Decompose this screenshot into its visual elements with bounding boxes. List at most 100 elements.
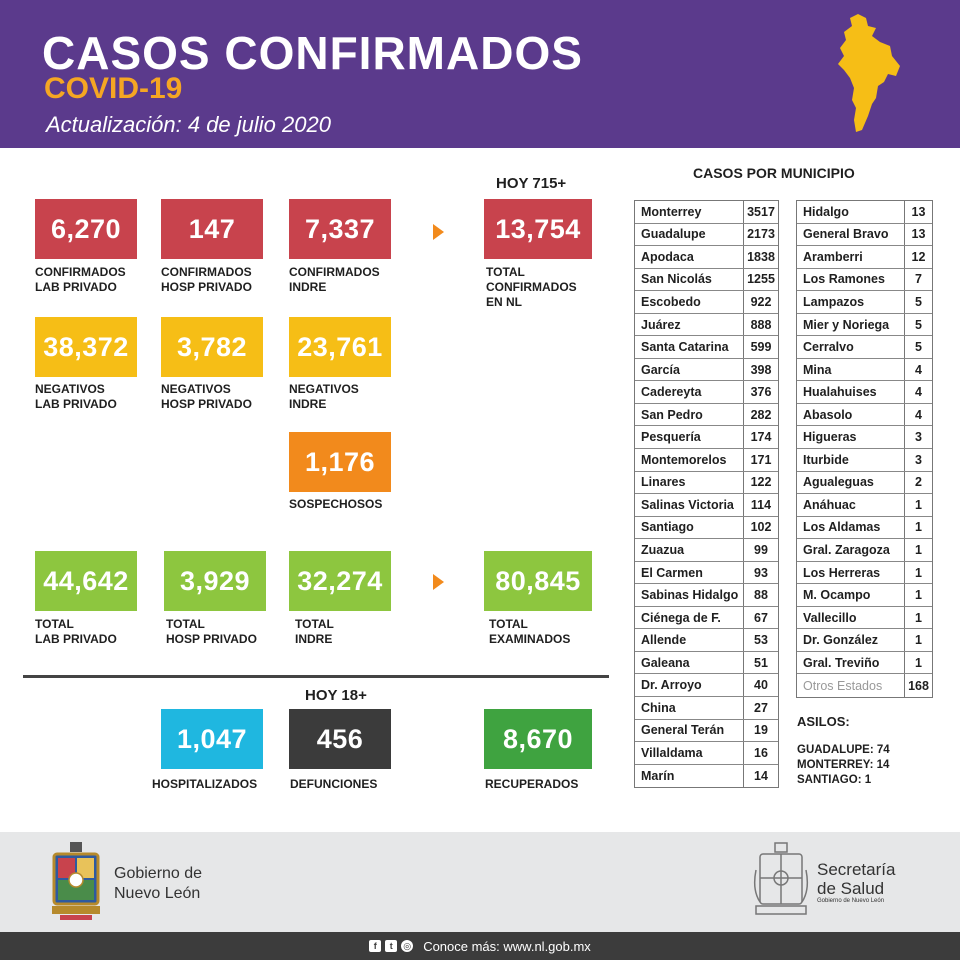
municipios-title: CASOS POR MUNICIPIO xyxy=(693,165,855,181)
municipios-table-2: Hidalgo 13 General Bravo 13 Aramberri 12 Lo… xyxy=(796,200,933,699)
hoy-defunciones: HOY 18+ xyxy=(305,687,367,704)
table-row: Gral. Treviño 1 xyxy=(797,651,932,675)
confirmados-lab-label: CONFIRMADOS LAB PRIVADO xyxy=(35,265,126,294)
sospechosos-box: 1,176 xyxy=(289,432,391,492)
confirmados-hosp-label: CONFIRMADOS HOSP PRIVADO xyxy=(161,265,252,294)
table-row: Ciénega de F. 67 xyxy=(635,606,778,630)
table-row: Cerralvo 5 xyxy=(797,336,932,359)
footer-bar: f t ◎ Conoce más: www.nl.gob.mx xyxy=(0,932,960,960)
nuevo-leon-map-icon xyxy=(838,14,900,132)
table-row: Monterrey 3517 xyxy=(635,201,778,224)
hoy-confirmados: HOY 715+ xyxy=(496,175,567,192)
hospitalizados-label: HOSPITALIZADOS xyxy=(152,777,258,791)
total-indre-box: 32,274 xyxy=(289,551,391,611)
table-row: General Bravo 13 xyxy=(797,223,932,247)
recuperados-label: RECUPERADOS xyxy=(485,777,579,791)
confirmados-indre-label: CONFIRMADOS INDRE xyxy=(289,265,380,294)
table-row: Santiago 102 xyxy=(635,516,778,540)
defunciones-box: 456 xyxy=(289,709,391,769)
instagram-icon[interactable]: ◎ xyxy=(401,940,414,952)
negativos-lab-label: NEGATIVOS LAB PRIVADO xyxy=(35,382,117,411)
table-row: Cadereyta 376 xyxy=(635,381,778,404)
website-link[interactable]: Conoce más: www.nl.gob.mx xyxy=(423,938,591,954)
negativos-hosp-label: NEGATIVOS HOSP PRIVADO xyxy=(161,382,252,411)
total-confirmados-box: 13,754 xyxy=(484,199,592,259)
total-indre-label: TOTAL INDRE xyxy=(295,617,334,646)
sospechosos-label: SOSPECHOSOS xyxy=(289,497,383,511)
asilo-line: GUADALUPE: 74 xyxy=(797,744,890,756)
hospitalizados-box: 1,047 xyxy=(161,709,263,769)
table-row: Salinas Victoria 114 xyxy=(635,494,778,517)
table-row: Higueras 3 xyxy=(797,426,932,450)
municipios-table-1: Monterrey 3517 Guadalupe 2173 Apodaca 1838 … xyxy=(634,200,779,789)
table-row: Los Aldamas 1 xyxy=(797,516,932,540)
twitter-icon[interactable]: t xyxy=(385,940,398,952)
table-row: Sabinas Hidalgo 88 xyxy=(635,584,778,607)
table-row: Linares 122 xyxy=(635,471,778,495)
secretaria-subtext: Gobierno de Nuevo León xyxy=(817,898,885,904)
total-confirmados-label: TOTAL CONFIRMADOS EN NL xyxy=(486,265,577,309)
table-row: General Terán 19 xyxy=(635,719,778,743)
total-hosp-label: TOTAL HOSP PRIVADO xyxy=(166,617,257,646)
page-subtitle: COVID-19 xyxy=(44,72,183,105)
table-row: Hidalgo 13 xyxy=(797,201,932,224)
asilo-line: SANTIAGO: 1 xyxy=(797,774,872,786)
table-row: Juárez 888 xyxy=(635,313,778,337)
asilos-title: ASILOS: xyxy=(797,714,850,729)
table-row: China 27 xyxy=(635,697,778,720)
table-row: Los Ramones 7 xyxy=(797,268,932,292)
defunciones-label: DEFUNCIONES xyxy=(290,777,378,791)
negativos-indre-label: NEGATIVOS INDRE xyxy=(289,382,359,411)
total-examinados-box: 80,845 xyxy=(484,551,592,611)
confirmados-hosp-box: 147 xyxy=(161,199,263,259)
asilo-line: MONTERREY: 14 xyxy=(797,759,890,771)
table-row: Marín 14 xyxy=(635,764,778,788)
table-row: Pesquería 174 xyxy=(635,426,778,450)
table-row: Otros Estados 168 xyxy=(797,674,932,698)
table-row: El Carmen 93 xyxy=(635,561,778,585)
table-row: Agualeguas 2 xyxy=(797,471,932,495)
table-row: M. Ocampo 1 xyxy=(797,584,932,607)
table-row: Anáhuac 1 xyxy=(797,494,932,517)
table-row: Montemorelos 171 xyxy=(635,449,778,472)
arrow-right-icon xyxy=(433,224,444,240)
table-row: Lampazos 5 xyxy=(797,291,932,314)
table-row: San Pedro 282 xyxy=(635,403,778,427)
table-row: Abasolo 4 xyxy=(797,403,932,427)
table-row: Apodaca 1838 xyxy=(635,246,778,269)
negativos-indre-box: 23,761 xyxy=(289,317,391,377)
total-examinados-label: TOTAL EXAMINADOS xyxy=(489,617,571,646)
table-row: Escobedo 922 xyxy=(635,291,778,314)
header-banner: CASOS CONFIRMADOS COVID-19 Actualización… xyxy=(0,0,960,148)
table-row: Los Herreras 1 xyxy=(797,561,932,585)
update-date: Actualización: 4 de julio 2020 xyxy=(46,112,331,137)
total-lab-label: TOTAL LAB PRIVADO xyxy=(35,617,117,646)
page-title: CASOS CONFIRMADOS xyxy=(42,27,583,79)
table-row: Vallecillo 1 xyxy=(797,606,932,630)
coat-of-arms-icon xyxy=(52,842,100,920)
table-row: Gral. Zaragoza 1 xyxy=(797,539,932,562)
table-row: Dr. Arroyo 40 xyxy=(635,674,778,698)
confirmados-lab-box: 6,270 xyxy=(35,199,137,259)
table-row: Allende 53 xyxy=(635,629,778,652)
table-row: Aramberri 12 xyxy=(797,246,932,269)
facebook-icon[interactable]: f xyxy=(369,940,382,952)
gobierno-logo-text: Gobierno de Nuevo León xyxy=(114,865,203,902)
secretaria-logo-text: Secretaría de Salud xyxy=(817,860,896,898)
table-row: Mier y Noriega 5 xyxy=(797,313,932,337)
table-row: Mina 4 xyxy=(797,358,932,382)
confirmados-indre-box: 7,337 xyxy=(289,199,391,259)
logos-band xyxy=(0,832,960,932)
negativos-lab-box: 38,372 xyxy=(35,317,137,377)
table-row: Villaldama 16 xyxy=(635,742,778,765)
arrow-right-icon xyxy=(433,574,444,590)
table-row: Galeana 51 xyxy=(635,651,778,675)
table-row: Santa Catarina 599 xyxy=(635,336,778,359)
negativos-hosp-box: 3,782 xyxy=(161,317,263,377)
recuperados-box: 8,670 xyxy=(484,709,592,769)
total-lab-box: 44,642 xyxy=(35,551,137,611)
table-row: Guadalupe 2173 xyxy=(635,223,778,247)
table-row: San Nicolás 1255 xyxy=(635,268,778,292)
table-row: Dr. González 1 xyxy=(797,629,932,652)
coat-of-arms-icon xyxy=(753,842,809,915)
